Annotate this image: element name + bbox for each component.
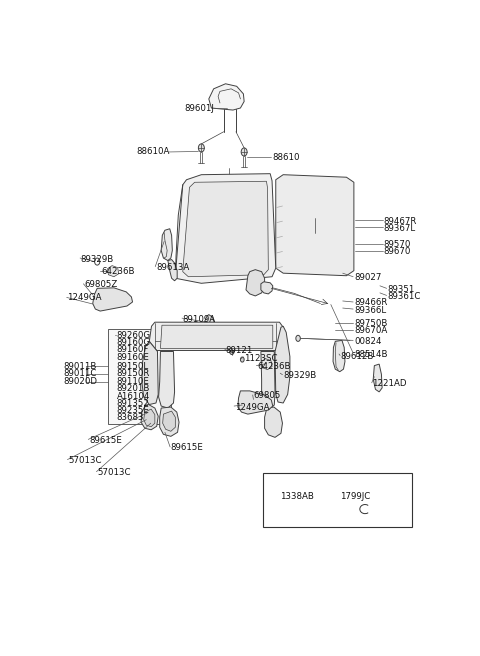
Text: 89121: 89121 [226, 346, 253, 355]
Text: 64236B: 64236B [257, 362, 291, 371]
Text: 89160G: 89160G [117, 338, 151, 348]
Polygon shape [160, 325, 273, 348]
Circle shape [240, 357, 244, 362]
Text: 89615E: 89615E [89, 436, 122, 445]
Circle shape [241, 148, 247, 156]
Text: 1249GA: 1249GA [235, 403, 269, 411]
Text: 1221AD: 1221AD [372, 379, 407, 388]
Text: 69805Z: 69805Z [84, 280, 118, 289]
Text: 88610: 88610 [272, 152, 300, 161]
Text: 89670A: 89670A [354, 326, 387, 335]
Circle shape [198, 144, 204, 152]
Polygon shape [142, 341, 158, 405]
Polygon shape [141, 405, 158, 430]
Text: 88610A: 88610A [136, 148, 170, 157]
Polygon shape [160, 407, 179, 436]
Text: A16104: A16104 [117, 392, 150, 401]
Text: 89201B: 89201B [117, 384, 150, 394]
Text: 89260G: 89260G [117, 331, 151, 340]
Text: 69805: 69805 [253, 392, 281, 400]
Polygon shape [261, 282, 273, 294]
Polygon shape [163, 411, 175, 431]
Circle shape [229, 348, 234, 354]
FancyBboxPatch shape [108, 329, 171, 424]
Text: 891352: 891352 [117, 399, 149, 408]
Ellipse shape [311, 216, 319, 234]
Text: 89466R: 89466R [354, 298, 387, 308]
Polygon shape [276, 174, 354, 276]
Text: 89750B: 89750B [354, 319, 387, 328]
Text: 89160E: 89160E [117, 352, 149, 361]
Text: 1799JC: 1799JC [340, 493, 370, 501]
Text: 89011B: 89011B [63, 362, 96, 371]
Text: 89110E: 89110E [117, 377, 149, 386]
FancyBboxPatch shape [263, 473, 411, 527]
Polygon shape [175, 174, 276, 283]
Text: 89366L: 89366L [354, 306, 386, 315]
Polygon shape [158, 352, 175, 408]
Text: 57013C: 57013C [97, 468, 131, 477]
Text: 1249GA: 1249GA [67, 293, 102, 302]
Text: 1123SC: 1123SC [244, 354, 277, 363]
Polygon shape [262, 359, 272, 370]
Text: 89670: 89670 [384, 247, 411, 256]
Circle shape [292, 498, 308, 520]
Text: 89612B: 89612B [341, 352, 374, 361]
Polygon shape [183, 181, 268, 277]
Polygon shape [373, 364, 382, 392]
Text: 89361C: 89361C [387, 292, 421, 301]
Text: 89011C: 89011C [63, 369, 96, 379]
Polygon shape [246, 270, 264, 296]
Polygon shape [161, 229, 172, 260]
Text: 89467R: 89467R [384, 216, 417, 226]
Text: 89329B: 89329B [283, 371, 316, 380]
Text: 89613A: 89613A [156, 263, 189, 272]
Polygon shape [108, 266, 119, 277]
Text: 89329B: 89329B [81, 255, 114, 264]
Circle shape [221, 216, 234, 234]
Polygon shape [261, 352, 275, 409]
Circle shape [253, 280, 257, 285]
Text: 89351: 89351 [387, 285, 415, 294]
Circle shape [296, 504, 304, 514]
Text: 89150R: 89150R [117, 369, 150, 379]
Polygon shape [149, 322, 283, 350]
Polygon shape [238, 391, 273, 414]
Circle shape [251, 277, 260, 289]
Text: 89615E: 89615E [171, 443, 204, 453]
Text: 89027: 89027 [354, 274, 381, 282]
Text: 88514B: 88514B [354, 350, 387, 359]
Polygon shape [144, 409, 155, 427]
Text: 1338AB: 1338AB [280, 493, 314, 501]
Polygon shape [93, 288, 132, 311]
Circle shape [296, 335, 300, 341]
Polygon shape [168, 260, 177, 281]
Polygon shape [264, 407, 282, 438]
Polygon shape [275, 326, 290, 403]
Text: 89601J: 89601J [184, 104, 215, 113]
Text: 89367L: 89367L [384, 224, 416, 233]
Text: 64236B: 64236B [101, 267, 134, 276]
Text: 89109A: 89109A [183, 315, 216, 323]
Text: 00824: 00824 [354, 337, 382, 346]
Text: 89150L: 89150L [117, 362, 149, 371]
Circle shape [206, 320, 211, 326]
Circle shape [225, 221, 230, 229]
Text: 57013C: 57013C [68, 456, 102, 465]
Text: 89160F: 89160F [117, 346, 149, 354]
Text: 89570: 89570 [384, 240, 411, 249]
Polygon shape [209, 84, 244, 110]
Polygon shape [204, 315, 215, 331]
Text: 83683: 83683 [117, 413, 144, 422]
Text: 89235E: 89235E [117, 406, 149, 415]
Polygon shape [333, 340, 345, 372]
Text: 89020D: 89020D [63, 377, 97, 386]
